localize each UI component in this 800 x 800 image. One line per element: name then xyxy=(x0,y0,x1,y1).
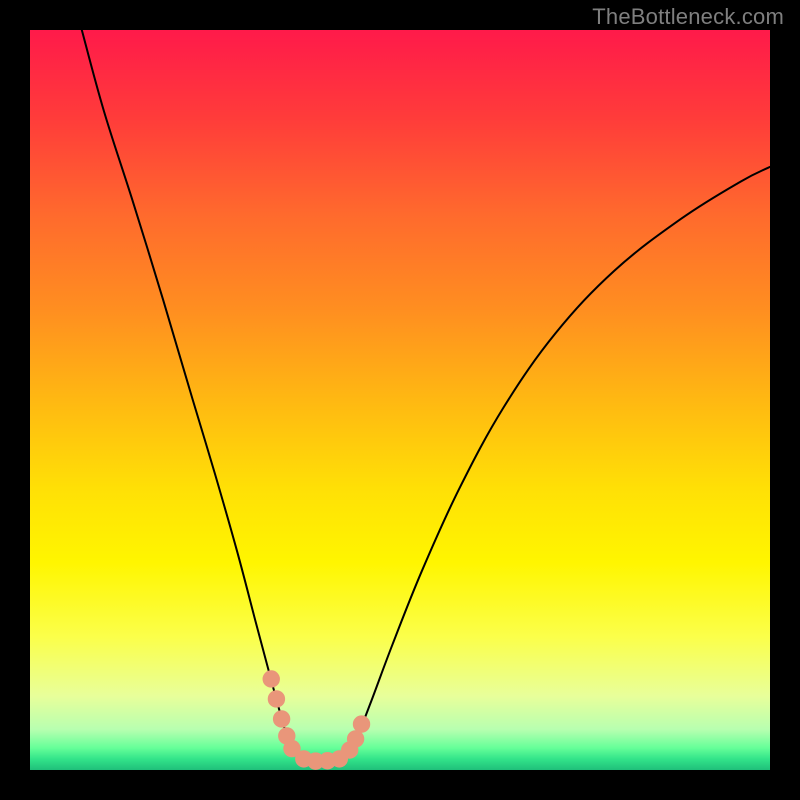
highlight-dot xyxy=(268,691,284,707)
highlight-dot xyxy=(347,731,363,747)
highlight-dot xyxy=(273,711,289,727)
watermark-text: TheBottleneck.com xyxy=(592,4,784,30)
plot-background xyxy=(30,30,770,770)
highlight-dot xyxy=(353,716,369,732)
highlight-dot xyxy=(263,671,279,687)
bottleneck-chart xyxy=(0,0,800,800)
